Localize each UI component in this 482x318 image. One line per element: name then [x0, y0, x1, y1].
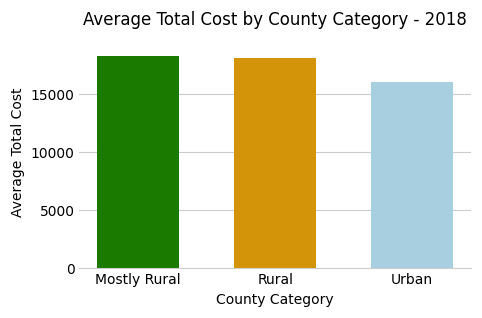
Bar: [234, 58, 316, 268]
Bar: [97, 56, 179, 268]
Bar: [371, 81, 453, 268]
X-axis label: County Category: County Category: [216, 293, 334, 307]
Title: Average Total Cost by County Category - 2018: Average Total Cost by County Category - …: [83, 11, 467, 29]
Y-axis label: Average Total Cost: Average Total Cost: [11, 87, 25, 217]
